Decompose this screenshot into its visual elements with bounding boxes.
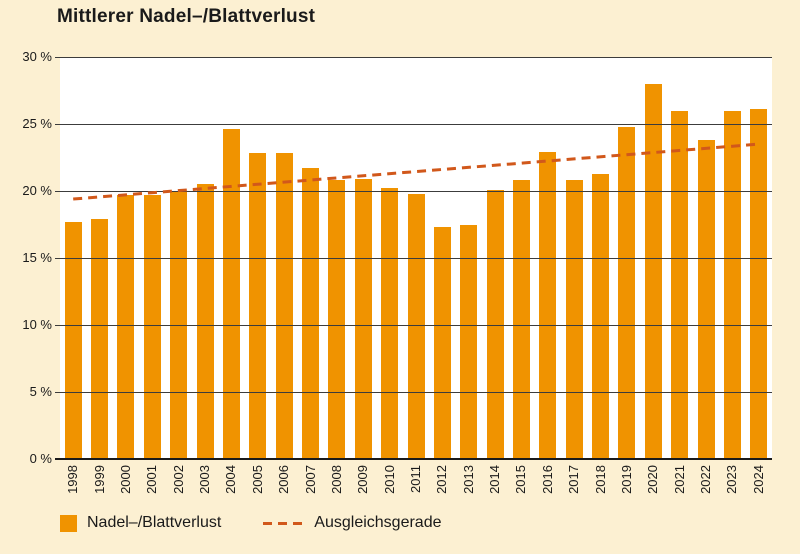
- bar-2008: [328, 180, 346, 459]
- x-tick-label-1999: 1999: [91, 465, 107, 494]
- legend-trend-label: Ausgleichsgerade: [314, 514, 442, 531]
- x-tick-label-2011: 2011: [408, 465, 423, 493]
- x-tick-label-2016: 2016: [539, 465, 555, 494]
- gridline-20: [55, 191, 772, 192]
- bar-2015: [512, 180, 530, 459]
- x-tick-label-2013: 2013: [460, 465, 476, 494]
- legend-bar-swatch-icon: [60, 514, 77, 532]
- trend-line: [73, 142, 759, 201]
- bar-2014: [486, 189, 504, 459]
- gridline-25: [55, 124, 772, 125]
- x-tick-label-2021: 2021: [671, 465, 687, 494]
- gridline-30: [55, 57, 772, 58]
- bar-2016: [539, 152, 557, 459]
- legend-bar-label: Nadel–/Blattverlust: [87, 514, 222, 531]
- x-tick-label-2014: 2014: [487, 465, 503, 494]
- bar-2020: [644, 83, 662, 459]
- x-tick-label-2009: 2009: [355, 465, 371, 494]
- x-tick-label-2017: 2017: [566, 465, 582, 494]
- bar-1999: [91, 219, 109, 459]
- bar-2006: [275, 153, 293, 459]
- y-tick-label-30: 30 %: [22, 49, 52, 64]
- bar-2003: [196, 184, 214, 459]
- x-tick-label-2003: 2003: [197, 465, 213, 494]
- x-tick-label-2008: 2008: [328, 465, 344, 494]
- bar-2024: [750, 109, 768, 459]
- y-tick-label-0: 0 %: [29, 451, 52, 466]
- bar-2001: [143, 195, 161, 459]
- x-tick-label-2000: 2000: [117, 465, 133, 494]
- bar-2021: [671, 110, 689, 459]
- x-tick-label-2018: 2018: [592, 465, 608, 494]
- gridline-10: [55, 325, 772, 326]
- bar-2000: [117, 195, 135, 459]
- x-tick-label-2004: 2004: [223, 465, 239, 494]
- x-tick-label-2006: 2006: [276, 465, 292, 494]
- bar-2012: [433, 227, 451, 459]
- chart-title: Mittlerer Nadel–/Blattverlust: [57, 6, 316, 27]
- y-tick-label-25: 25 %: [22, 116, 52, 131]
- legend: Nadel–/Blattverlust Ausgleichsgerade: [60, 511, 442, 535]
- y-tick-label-10: 10 %: [22, 317, 52, 332]
- x-tick-label-2010: 2010: [381, 465, 397, 494]
- gridline-15: [55, 258, 772, 259]
- gridline-5: [55, 392, 772, 393]
- x-tick-label-2019: 2019: [618, 465, 634, 494]
- bar-2009: [354, 178, 372, 459]
- bar-2004: [222, 129, 240, 459]
- bar-2005: [249, 153, 267, 459]
- y-tick-label-5: 5 %: [29, 384, 52, 399]
- x-tick-label-2023: 2023: [724, 465, 740, 494]
- gridline-0: [55, 458, 772, 460]
- x-tick-label-2024: 2024: [750, 465, 766, 494]
- bar-2013: [460, 224, 478, 459]
- x-tick-label-2022: 2022: [698, 465, 714, 494]
- bar-2017: [565, 180, 583, 459]
- legend-dashed-line-icon: [263, 521, 305, 525]
- x-tick-label-2002: 2002: [170, 465, 186, 494]
- x-tick-label-2020: 2020: [645, 465, 661, 494]
- x-tick-label-2012: 2012: [434, 465, 450, 494]
- bar-2018: [592, 173, 610, 459]
- bar-2023: [723, 110, 741, 459]
- y-tick-label-15: 15 %: [22, 250, 52, 265]
- x-tick-label-2015: 2015: [513, 465, 529, 494]
- bar-1998: [64, 221, 82, 459]
- bar-2019: [618, 126, 636, 459]
- x-tick-label-2007: 2007: [302, 465, 318, 494]
- x-tick-label-1998: 1998: [65, 465, 81, 494]
- plot-area: 0 % 5 % 10 % 15 % 20 % 25 % 30 %: [22, 49, 772, 466]
- bar-2010: [381, 188, 399, 459]
- bar-2022: [697, 140, 715, 459]
- bar-2007: [302, 168, 320, 459]
- x-tick-label-2005: 2005: [249, 465, 265, 494]
- y-tick-label-20: 20 %: [22, 183, 52, 198]
- x-tick-label-2001: 2001: [144, 465, 160, 494]
